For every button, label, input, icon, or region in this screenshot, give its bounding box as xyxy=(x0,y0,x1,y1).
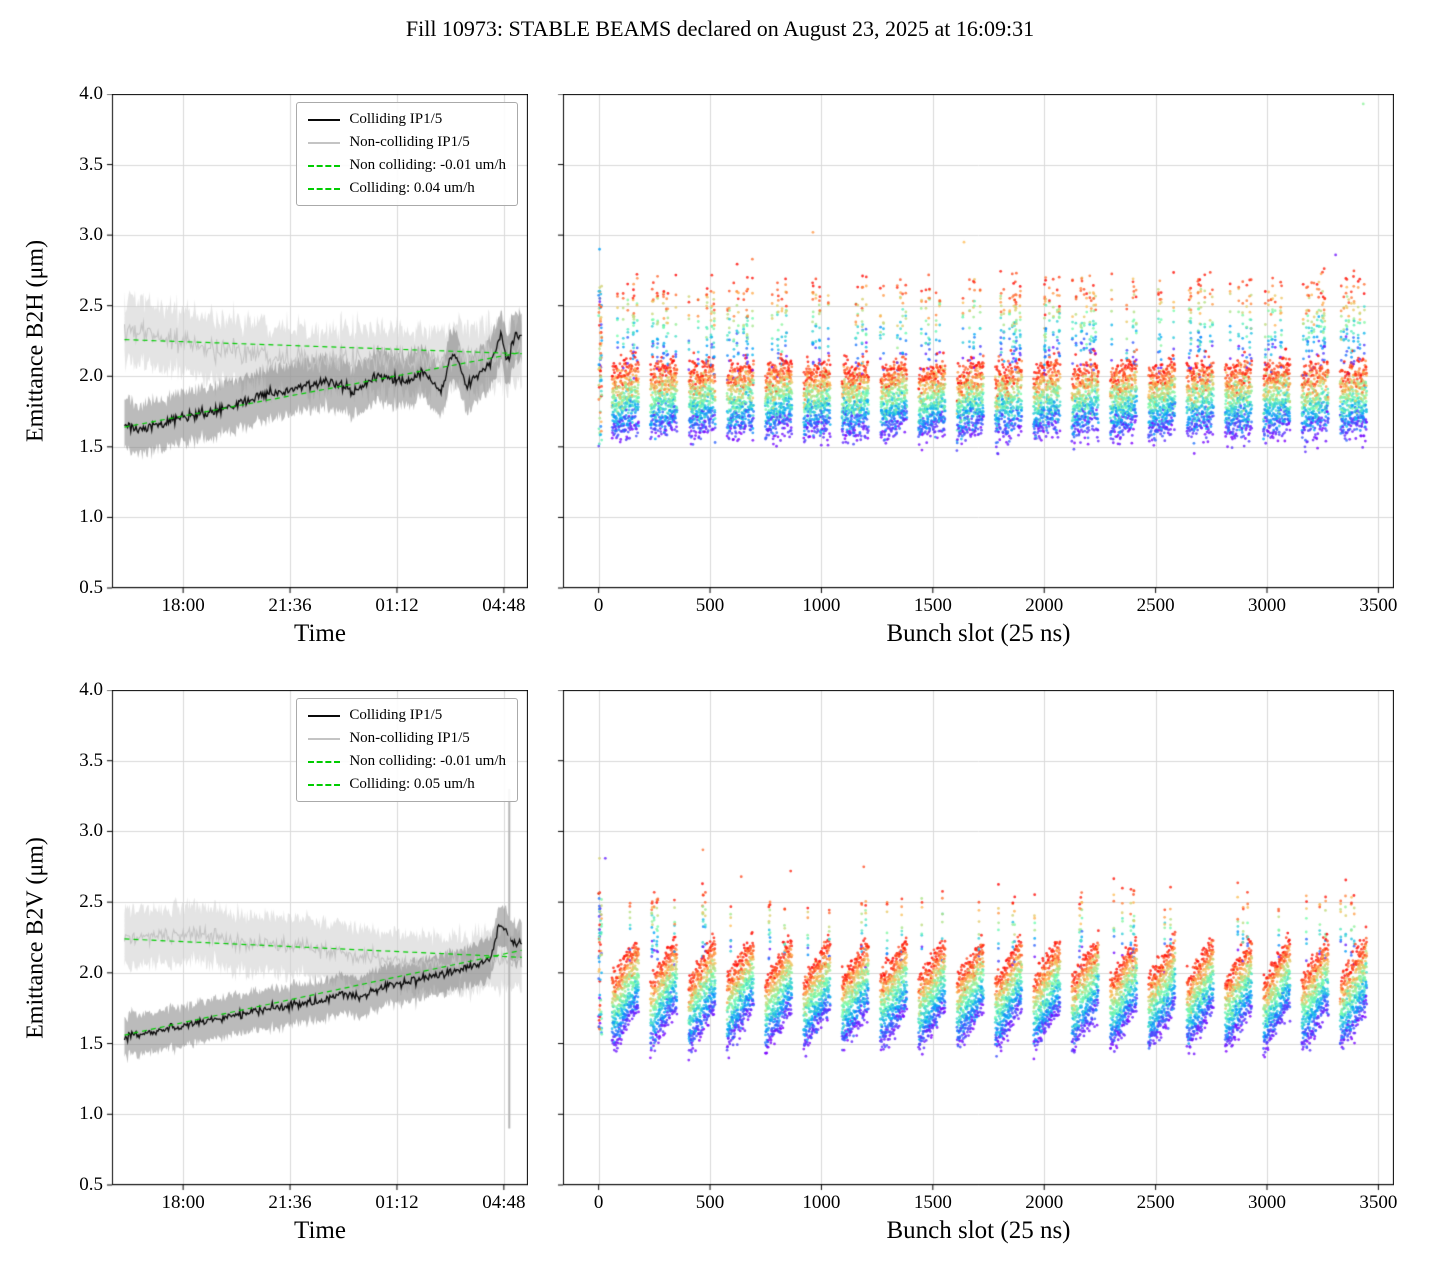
legend-label: Colliding IP1/5 xyxy=(349,111,443,127)
legend-label: Non colliding: -0.01 um/h xyxy=(349,157,506,173)
x-tick-label: 500 xyxy=(695,1192,725,1213)
panel-emittance-b2h-time: Emittance B2H (μm) Time 18:00 21:36 01:12 0… xyxy=(23,83,528,647)
legend-entry: Non colliding: -0.01 um/h xyxy=(308,753,506,770)
x-tick-label: 21:36 xyxy=(268,1192,312,1213)
legend-entry: Non-colliding IP1/5 xyxy=(308,730,506,747)
legend-label: Non colliding: -0.01 um/h xyxy=(349,753,506,769)
legend-line-sample xyxy=(308,187,341,190)
x-tick-label: 0 xyxy=(593,1192,604,1213)
y-axis-label-b2h: Emittance B2H (μm) xyxy=(22,239,49,443)
legend-line-sample xyxy=(308,714,341,717)
y-tick-label: 0.5 xyxy=(79,1174,103,1195)
x-tick-label: 01:12 xyxy=(375,1192,419,1213)
legend-label: Non-colliding IP1/5 xyxy=(349,730,470,746)
legend-entry: Non colliding: -0.01 um/h xyxy=(308,157,506,174)
x-tick-label: 2000 xyxy=(1025,1192,1064,1213)
x-tick-label: 2500 xyxy=(1136,1192,1175,1213)
x-tick-label: 2500 xyxy=(1136,595,1175,616)
y-tick-label: 1.5 xyxy=(79,435,103,457)
panel-emittance-b2v-bunch: Bunch slot (25 ns) 0 500 1000 1500 2000 2500 3… xyxy=(553,690,1397,1244)
legend: Colliding IP1/5 Non-colliding IP1/5 Non co… xyxy=(296,698,518,802)
x-tick-label: 04:48 xyxy=(482,1192,526,1213)
legend-line-sample xyxy=(308,164,341,167)
panel-emittance-b2h-bunch: Bunch slot (25 ns) 0 500 1000 1500 2000 2500 3… xyxy=(553,94,1397,647)
x-tick-label: 21:36 xyxy=(268,595,312,616)
y-tick-label: 2.0 xyxy=(79,961,103,983)
y-tick-label: 1.0 xyxy=(79,506,103,528)
y-tick-label: 0.5 xyxy=(79,577,103,598)
y-tick-label: 1.5 xyxy=(79,1032,103,1054)
x-tick-label: 1500 xyxy=(913,1192,952,1213)
x-tick-label: 0 xyxy=(593,595,604,616)
x-tick-label: 1000 xyxy=(802,595,841,616)
x-axis-label-bunch-bottom: Bunch slot (25 ns) xyxy=(886,1217,1071,1244)
legend-line-sample xyxy=(308,737,341,740)
plot-canvas-b2v-bunch xyxy=(553,690,1394,1195)
x-tick-label: 18:00 xyxy=(161,595,205,616)
x-axis-label-time-bottom: Time xyxy=(294,1217,346,1244)
y-tick-label: 3.5 xyxy=(79,153,103,175)
legend-entry: Colliding: 0.04 um/h xyxy=(308,180,506,197)
legend-entry: Non-colliding IP1/5 xyxy=(308,134,506,151)
x-tick-label: 3000 xyxy=(1248,595,1286,616)
x-tick-label: 3000 xyxy=(1248,1192,1286,1213)
legend-label: Non-colliding IP1/5 xyxy=(349,134,470,150)
legend-label: Colliding: 0.05 um/h xyxy=(349,776,475,792)
y-axis-label-b2v: Emittance B2V (μm) xyxy=(22,836,49,1039)
x-tick-label: 01:12 xyxy=(375,595,419,616)
x-tick-label: 04:48 xyxy=(482,595,526,616)
y-tick-label: 4.0 xyxy=(79,679,103,700)
x-tick-label: 1000 xyxy=(802,1192,841,1213)
legend-line-sample xyxy=(308,141,341,144)
y-tick-label: 1.0 xyxy=(79,1103,103,1125)
legend-entry: Colliding IP1/5 xyxy=(308,111,506,128)
legend-label: Colliding: 0.04 um/h xyxy=(349,180,475,196)
x-tick-label: 1500 xyxy=(913,595,952,616)
legend-label: Colliding IP1/5 xyxy=(349,707,443,723)
x-tick-label: 500 xyxy=(695,595,725,616)
legend-entry: Colliding IP1/5 xyxy=(308,707,506,724)
legend: Colliding IP1/5 Non-colliding IP1/5 Non co… xyxy=(296,102,518,206)
plot-canvas-b2h-bunch xyxy=(553,94,1394,598)
figure-title: Fill 10973: STABLE BEAMS declared on Aug… xyxy=(405,16,1035,41)
y-tick-label: 3.0 xyxy=(79,224,103,246)
y-tick-label: 2.5 xyxy=(79,294,103,316)
legend-entry: Colliding: 0.05 um/h xyxy=(308,776,506,793)
y-tick-label: 3.0 xyxy=(79,820,103,842)
x-axis-label-bunch-top: Bunch slot (25 ns) xyxy=(886,620,1071,647)
panel-emittance-b2v-time: Emittance B2V (μm) Time 18:00 21:36 01:12 0… xyxy=(23,679,528,1244)
y-tick-label: 3.5 xyxy=(79,749,103,771)
y-tick-label: 4.0 xyxy=(79,83,103,104)
x-tick-label: 3500 xyxy=(1359,595,1398,616)
legend-line-sample xyxy=(308,783,341,786)
y-tick-label: 2.5 xyxy=(79,891,103,913)
x-tick-label: 18:00 xyxy=(161,1192,205,1213)
legend-line-sample xyxy=(308,118,341,121)
y-tick-label: 2.0 xyxy=(79,365,103,387)
x-tick-label: 2000 xyxy=(1025,595,1064,616)
legend-line-sample xyxy=(308,760,341,763)
x-tick-label: 3500 xyxy=(1359,1192,1398,1213)
x-axis-label-time-top: Time xyxy=(294,620,346,647)
